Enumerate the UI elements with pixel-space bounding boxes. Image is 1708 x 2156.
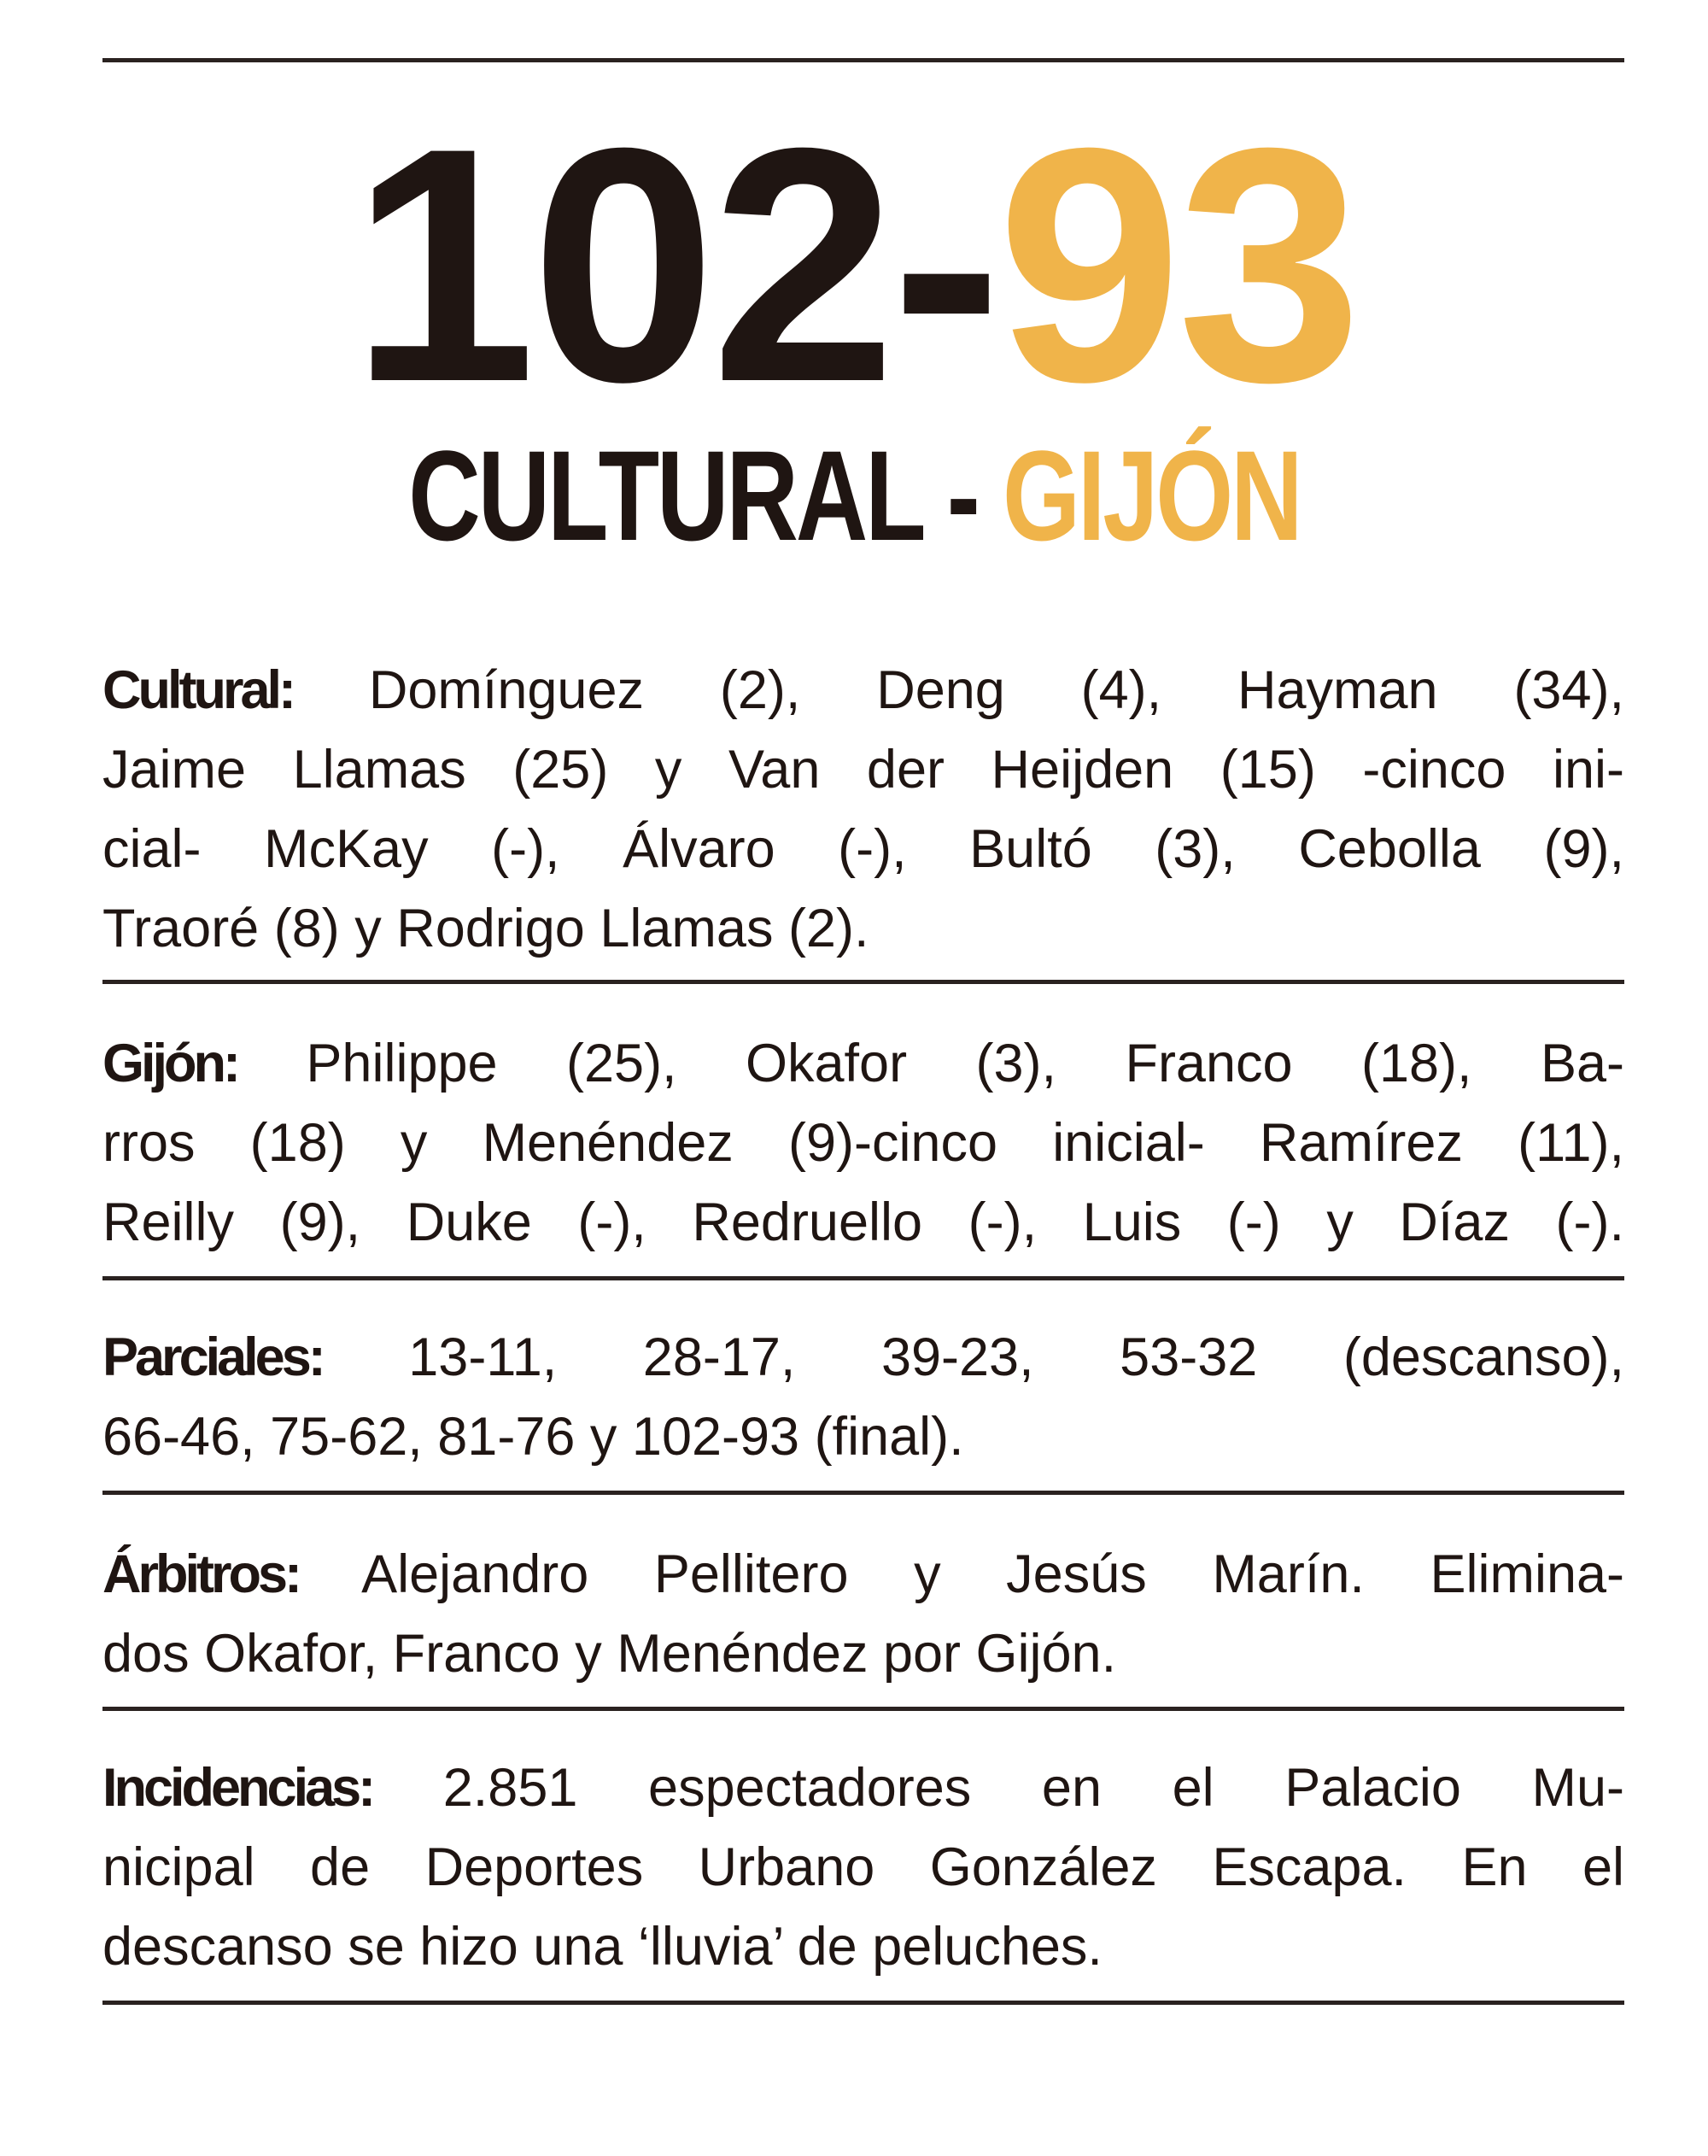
section-parciales: Parciales: 13-11, 28-17, 39-23, 53-32 (d… <box>102 1318 1624 1477</box>
away-team: GIJÓN <box>1002 424 1303 567</box>
section-label: Incidencias: <box>102 1758 376 1818</box>
divider <box>102 1276 1624 1280</box>
divider <box>102 1707 1624 1711</box>
section-cultural: Cultural: Domínguez (2), Deng (4), Hayma… <box>102 651 1624 969</box>
section-line: rros (18) y Menéndez (9)-cinco inicial- … <box>102 1113 1624 1173</box>
bottom-rule <box>102 2001 1624 2005</box>
section-label: Árbitros: <box>102 1544 302 1604</box>
section-line: 13-11, 28-17, 39-23, 53-32 (descanso), <box>322 1327 1624 1387</box>
section-line: 66-46, 75-62, 81-76 y 102-93 (final). <box>102 1407 964 1467</box>
section-line: Traoré (8) y Rodrigo Llamas (2). <box>102 899 869 958</box>
home-team: CULTURAL <box>407 424 924 567</box>
section-line: descanso se hizo una ‘lluvia’ de peluche… <box>102 1917 1103 1977</box>
section-line: nicipal de Deportes Urbano González Esca… <box>102 1837 1624 1897</box>
score-separator: - <box>891 79 1003 451</box>
divider <box>102 1491 1624 1495</box>
section-line: Alejandro Pellitero y Jesús Marín. Elimi… <box>299 1544 1624 1604</box>
section-arbitros: Árbitros: Alejandro Pellitero y Jesús Ma… <box>102 1535 1624 1694</box>
section-label: Gijón: <box>102 1034 241 1093</box>
section-gijon: Gijón: Philippe (25), Okafor (3), Franco… <box>102 1024 1624 1263</box>
home-score: 102 <box>350 79 897 451</box>
section-line: cial- McKay (-), Álvaro (-), Bultó (3), … <box>102 819 1624 879</box>
divider <box>102 980 1624 984</box>
section-line: Reilly (9), Duke (-), Redruello (-), Lui… <box>102 1192 1624 1252</box>
section-label: Cultural: <box>102 660 296 720</box>
section-incidencias: Incidencias: 2.851 espectadores en el Pa… <box>102 1749 1624 1987</box>
section-line: Jaime Llamas (25) y Van der Heijden (15)… <box>102 740 1624 800</box>
final-score: 102-93 <box>0 79 1708 451</box>
away-score: 93 <box>997 79 1362 451</box>
section-line: Domínguez (2), Deng (4), Hayman (34), <box>292 660 1624 720</box>
teams-separator: - <box>921 424 1003 567</box>
teams-heading: CULTURAL - GIJÓN <box>0 431 1708 560</box>
section-line: dos Okafor, Franco y Menéndez por Gijón. <box>102 1624 1117 1684</box>
top-rule <box>102 58 1624 62</box>
section-label: Parciales: <box>102 1327 326 1387</box>
section-line: 2.851 espectadores en el Palacio Mu- <box>372 1758 1624 1818</box>
section-line: Philippe (25), Okafor (3), Franco (18), … <box>237 1034 1624 1093</box>
